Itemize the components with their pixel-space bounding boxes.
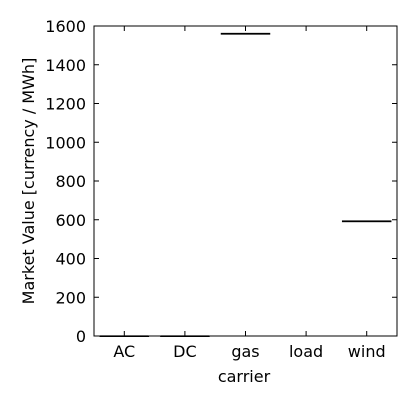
box-wind [341, 220, 392, 223]
x-tick-label: gas [231, 342, 259, 361]
y-tick-label: 1400 [45, 56, 86, 75]
x-axis-ticks: AC DC gas load wind [113, 26, 386, 361]
plot-area [93, 25, 398, 337]
y-axis-label: Market Value [currency / MWh] [19, 58, 38, 305]
x-tick-label: wind [348, 342, 386, 361]
box-series [99, 32, 392, 337]
x-tick-label: AC [113, 342, 135, 361]
box-ac [99, 335, 150, 337]
y-tick-label: 200 [55, 288, 86, 307]
y-tick-label: 1000 [45, 133, 86, 152]
x-tick-label: DC [173, 342, 197, 361]
box-gas [220, 32, 271, 35]
y-axis-ticks: 0 200 400 600 800 1000 1200 1400 1600 [45, 17, 397, 346]
y-tick-label: 800 [55, 172, 86, 191]
box-dc [160, 335, 210, 337]
x-tick-label: load [289, 342, 323, 361]
y-tick-label: 400 [55, 250, 86, 269]
y-tick-label: 0 [76, 327, 86, 346]
y-tick-label: 1600 [45, 17, 86, 36]
y-tick-label: 600 [55, 211, 86, 230]
x-axis-label: carrier [218, 367, 271, 386]
y-tick-label: 1200 [45, 95, 86, 114]
plot-frame [93, 25, 398, 337]
